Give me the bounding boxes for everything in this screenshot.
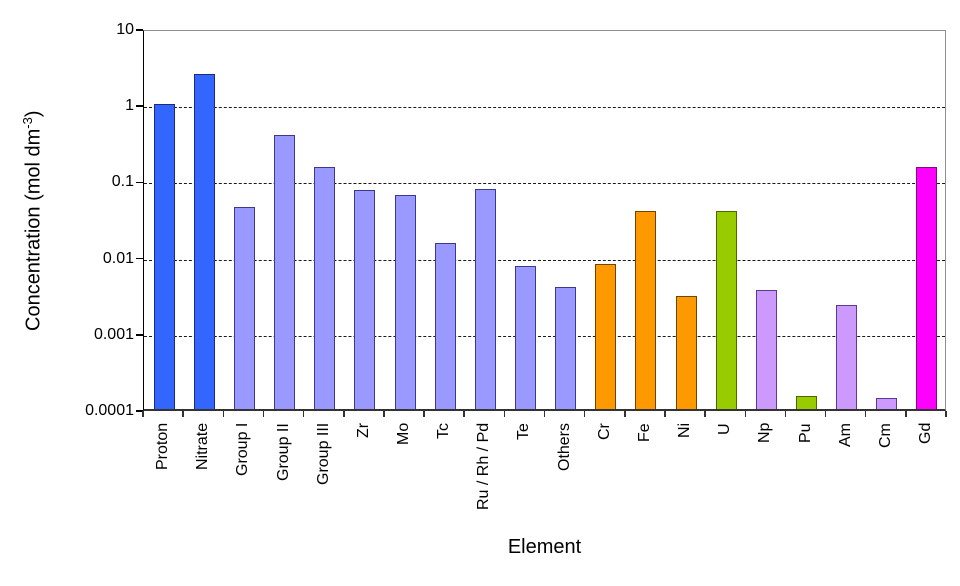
y-tick-label: 10: [116, 21, 134, 38]
bar-nitrate: [193, 73, 215, 409]
x-tick-mark: [664, 411, 666, 417]
x-tick-label: Ru / Rh / Pd: [475, 422, 493, 510]
x-tick-mark: [503, 411, 506, 417]
x-tick-label: Ni: [676, 422, 693, 438]
x-tick-mark: [222, 411, 225, 417]
bar-group-i: [233, 206, 255, 409]
x-axis-title: Element: [507, 536, 582, 558]
bar-pu: [796, 395, 817, 409]
x-tick-label: Te: [515, 423, 533, 440]
x-tick-mark: [624, 411, 626, 417]
x-tick-mark: [262, 411, 265, 417]
x-tick-mark: [704, 411, 706, 417]
bar-te: [514, 266, 536, 409]
bar-mo: [394, 194, 416, 409]
x-tick-label: U: [716, 423, 734, 435]
x-tick-mark: [864, 411, 867, 417]
bar-zr: [354, 189, 376, 409]
bar-cr: [595, 264, 617, 409]
x-tick-mark: [543, 411, 546, 417]
x-tick-label: Proton: [154, 422, 172, 470]
y-tick-label: 1: [125, 97, 134, 115]
x-tick-label: Group II: [274, 423, 292, 481]
y-tick-mark: [136, 105, 143, 107]
bar-u: [715, 210, 737, 409]
y-tick-mark: [136, 29, 143, 31]
gridline-0.001: [144, 335, 945, 337]
bar-group-ii: [274, 134, 295, 409]
x-tick-mark: [905, 411, 907, 417]
bar-fe: [635, 210, 657, 409]
y-tick-mark: [136, 181, 143, 184]
x-tick-mark: [583, 411, 586, 417]
x-tick-mark: [383, 411, 385, 417]
bar-am: [836, 305, 858, 409]
gridline-0.1: [144, 183, 945, 185]
x-tick-label: Group III: [314, 422, 332, 485]
y-axis-title: Concentration (mol dm-3): [20, 110, 46, 331]
bar-ni: [675, 296, 697, 409]
x-tick-label: Pu: [796, 423, 814, 443]
x-tick-label: Np: [756, 422, 774, 443]
x-tick-mark: [302, 411, 305, 417]
x-tick-label: Fe: [635, 423, 653, 442]
x-tick-mark: [343, 411, 345, 417]
x-tick-mark: [182, 411, 184, 417]
y-axis-title-text: Concentration (mol dm: [22, 128, 45, 331]
bar-np: [755, 290, 777, 409]
bar-others: [555, 286, 577, 409]
y-tick-label: 0.1: [111, 173, 134, 191]
x-tick-label: Mo: [395, 422, 412, 445]
plot-area: [143, 30, 946, 411]
x-tick-mark: [142, 411, 144, 417]
y-tick-mark: [136, 410, 143, 412]
x-tick-label: Nitrate: [194, 422, 212, 470]
bar-group-iii: [314, 167, 336, 409]
bar-cm: [876, 397, 898, 409]
x-tick-mark: [463, 411, 465, 417]
bar-proton: [153, 104, 175, 409]
bar-ru-rh-pd: [474, 188, 496, 409]
y-tick-mark: [136, 257, 143, 260]
x-tick-mark: [784, 411, 787, 417]
x-tick-mark: [744, 411, 746, 417]
y-axis-title-close: ): [22, 110, 45, 118]
gridline-0.01: [144, 259, 945, 261]
gridline-1: [144, 107, 945, 109]
x-tick-label: Gd: [916, 422, 934, 444]
x-tick-mark: [824, 411, 827, 417]
y-tick-label: 0.001: [93, 325, 134, 343]
x-tick-mark: [423, 411, 425, 417]
bar-gd: [916, 167, 938, 409]
x-tick-label: Am: [836, 423, 854, 447]
y-tick-label: 0.0001: [85, 402, 134, 419]
x-tick-label: Others: [555, 422, 573, 471]
x-tick-label: Cm: [876, 423, 894, 448]
bar-tc: [434, 243, 456, 409]
x-tick-label: Zr: [354, 422, 372, 438]
y-tick-mark: [136, 334, 143, 336]
x-tick-label: Tc: [435, 423, 453, 439]
x-tick-label: Cr: [595, 423, 613, 440]
x-tick-mark: [945, 411, 947, 417]
y-tick-label: 0.01: [102, 249, 134, 267]
y-axis-title-superscript: -3: [20, 117, 35, 129]
x-tick-label: Group I: [234, 422, 252, 476]
